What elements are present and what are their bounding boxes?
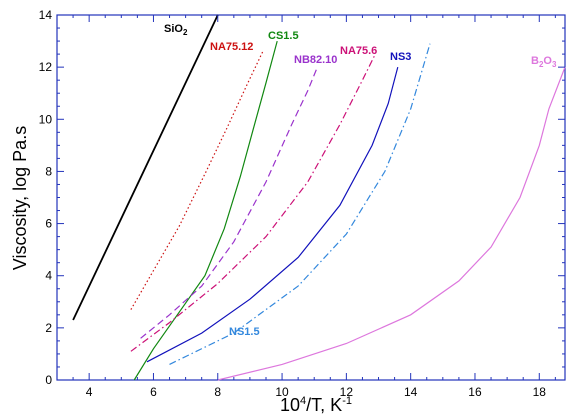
y-tick-label: 8 xyxy=(45,164,52,178)
series-label-na75-12: NA75.12 xyxy=(210,41,253,53)
x-tick-label: 4 xyxy=(86,385,93,399)
y-tick-label: 0 xyxy=(45,373,52,387)
series-line-b2o3 xyxy=(217,66,566,381)
series-line-ns3 xyxy=(146,66,399,363)
series-line-ns1-5 xyxy=(169,43,431,365)
x-tick-label: 12 xyxy=(340,385,354,399)
series-line-nb82-10 xyxy=(140,66,318,339)
y-tick-label: 10 xyxy=(39,112,53,126)
series-label-cs1-5: CS1.5 xyxy=(268,30,299,42)
x-axis-title: 104/T, K-1 xyxy=(280,395,352,415)
plot-frame xyxy=(56,14,566,381)
series-label-na75-6: NA75.6 xyxy=(340,45,377,57)
x-tick-label: 10 xyxy=(275,385,289,399)
x-tick-label: 16 xyxy=(468,385,482,399)
series-label-ns3: NS3 xyxy=(390,51,411,63)
series-label-sio2: SiO2 xyxy=(164,23,188,37)
series-line-na75-12 xyxy=(130,51,264,310)
x-tick-label: 8 xyxy=(214,385,221,399)
series-line-na75-6 xyxy=(130,53,376,352)
series-label-ns1-5: NS1.5 xyxy=(229,326,260,338)
series-label-b2o3: B2O3 xyxy=(531,55,557,69)
series-line-sio2 xyxy=(72,14,219,321)
series-layer xyxy=(72,14,566,381)
ticks-layer: 4 6 8 10 12 14 16 18 0 2 4 6 8 10 12 14 xyxy=(39,8,565,399)
y-tick-label: 12 xyxy=(39,60,53,74)
x-tick-label: 6 xyxy=(150,385,157,399)
series-line-cs1-5 xyxy=(133,40,278,381)
x-tick-label: 18 xyxy=(533,385,547,399)
series-label-nb82-10: NB82.10 xyxy=(294,54,337,66)
y-tick-label: 14 xyxy=(39,8,53,22)
y-tick-label: 4 xyxy=(45,269,52,283)
y-tick-label: 6 xyxy=(45,217,52,231)
y-axis-title: Viscosity, log Pa.s xyxy=(10,126,30,270)
x-tick-label: 14 xyxy=(404,385,418,399)
y-tick-label: 2 xyxy=(45,321,52,335)
plot-border xyxy=(56,14,566,381)
